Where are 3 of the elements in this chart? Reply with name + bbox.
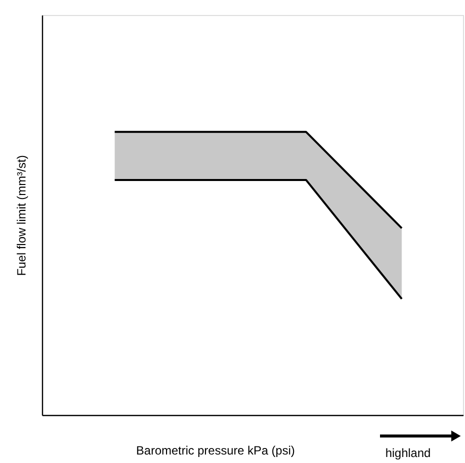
x-axis-title: Barometric pressure kPa (psi) [136,444,295,458]
text: highland [385,446,431,460]
y-axis-title: Fuel flow limit (mm³/st) [14,155,28,276]
